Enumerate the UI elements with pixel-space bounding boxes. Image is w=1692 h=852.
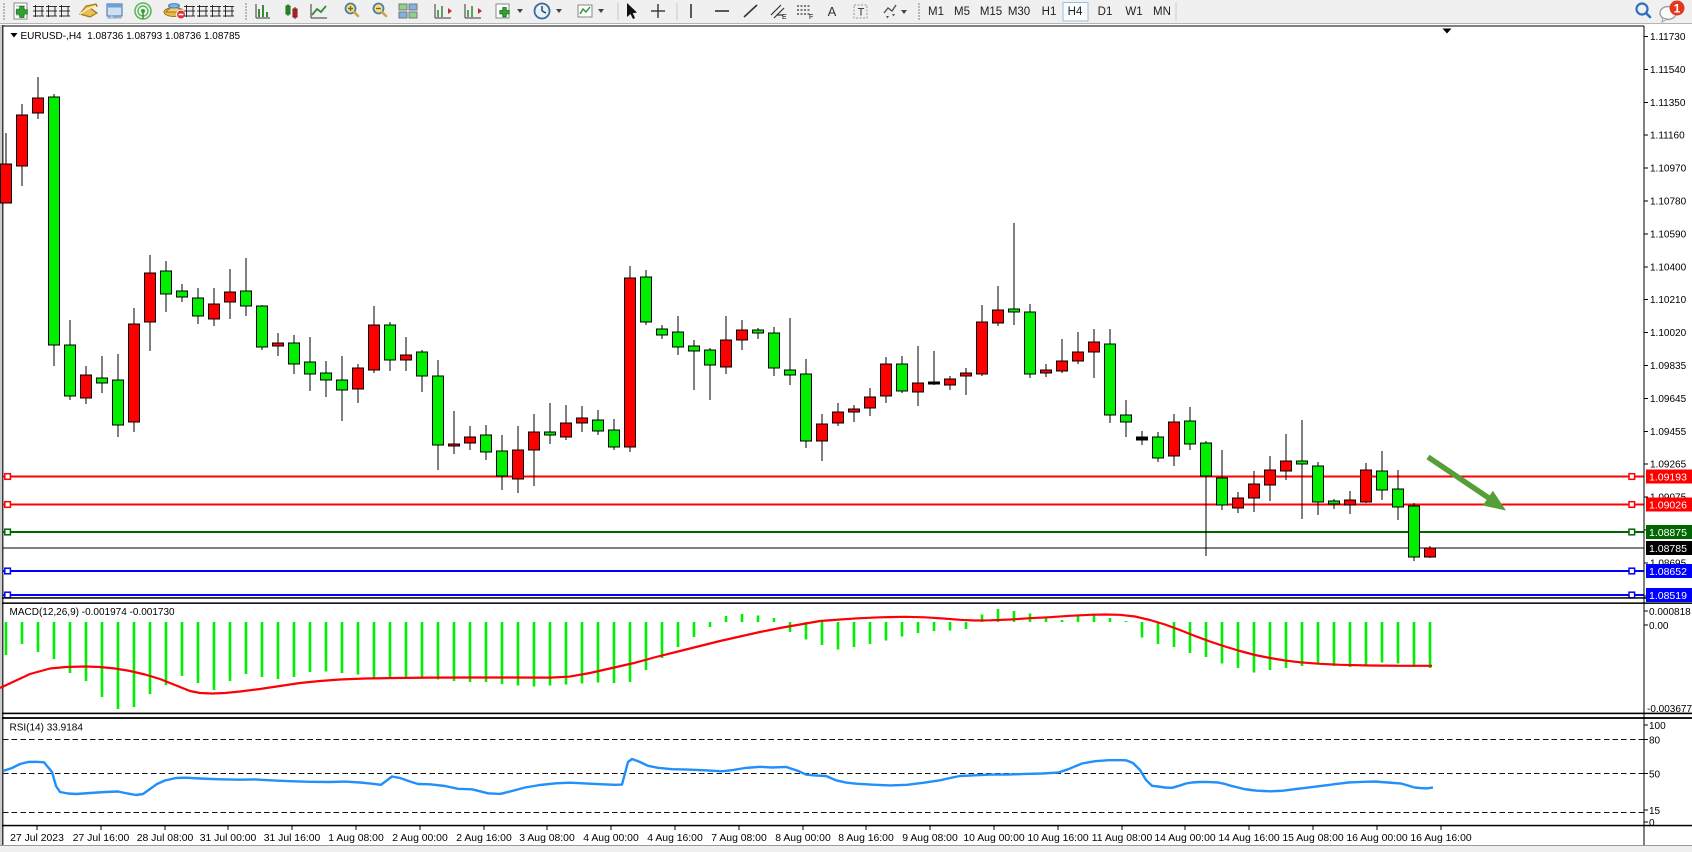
svg-text:8 Aug 00:00: 8 Aug 00:00 xyxy=(775,833,831,844)
svg-text:M1: M1 xyxy=(928,6,944,18)
svg-text:1.09835: 1.09835 xyxy=(1650,361,1687,372)
svg-text:27 Jul 2023: 27 Jul 2023 xyxy=(10,833,64,844)
svg-text:11 Aug 08:00: 11 Aug 08:00 xyxy=(1092,833,1153,844)
svg-text:16 Aug 16:00: 16 Aug 16:00 xyxy=(1410,833,1471,844)
svg-text:E: E xyxy=(782,14,787,21)
svg-text:31 Jul 00:00: 31 Jul 00:00 xyxy=(200,833,257,844)
svg-text:1.10780: 1.10780 xyxy=(1650,197,1687,208)
svg-text:1.08695: 1.08695 xyxy=(1650,558,1687,569)
svg-text:W1: W1 xyxy=(1125,6,1142,18)
svg-text:2 Aug 00:00: 2 Aug 00:00 xyxy=(392,833,448,844)
svg-text:1.08519: 1.08519 xyxy=(1649,590,1687,602)
svg-text:4 Aug 00:00: 4 Aug 00:00 xyxy=(583,833,639,844)
svg-text:1.08652: 1.08652 xyxy=(1649,566,1687,578)
svg-text:1.11350: 1.11350 xyxy=(1650,98,1686,109)
svg-text:3 Aug 08:00: 3 Aug 08:00 xyxy=(519,833,575,844)
svg-text:M30: M30 xyxy=(1008,6,1030,18)
svg-text:MN: MN xyxy=(1153,6,1171,18)
svg-text:4 Aug 16:00: 4 Aug 16:00 xyxy=(647,833,703,844)
svg-text:1.10210: 1.10210 xyxy=(1650,295,1687,306)
svg-text:1.10970: 1.10970 xyxy=(1650,164,1687,175)
svg-text:T: T xyxy=(858,7,865,19)
svg-text:1.08785: 1.08785 xyxy=(1649,543,1687,555)
svg-text:1.10400: 1.10400 xyxy=(1650,262,1687,273)
svg-text:16 Aug 00:00: 16 Aug 00:00 xyxy=(1346,833,1407,844)
svg-text:A: A xyxy=(828,4,837,19)
svg-text:H4: H4 xyxy=(1068,6,1083,18)
svg-text:MACD(12,26,9) -0.001974 -0.001: MACD(12,26,9) -0.001974 -0.001730 xyxy=(10,607,176,618)
svg-text:1.09645: 1.09645 xyxy=(1650,394,1687,405)
svg-text:31 Jul 16:00: 31 Jul 16:00 xyxy=(264,833,321,844)
svg-text:1.11160: 1.11160 xyxy=(1650,131,1685,142)
svg-text:1.11540: 1.11540 xyxy=(1650,65,1686,76)
svg-text:1.09265: 1.09265 xyxy=(1650,460,1687,471)
svg-text:2 Aug 16:00: 2 Aug 16:00 xyxy=(456,833,512,844)
svg-text:100: 100 xyxy=(1649,721,1666,732)
svg-text:F: F xyxy=(809,14,813,21)
svg-text:-0.003677: -0.003677 xyxy=(1647,704,1692,715)
svg-text:0: 0 xyxy=(1649,818,1655,829)
svg-text:1: 1 xyxy=(1674,2,1681,16)
svg-text:10 Aug 00:00: 10 Aug 00:00 xyxy=(963,833,1024,844)
svg-text:15 Aug 08:00: 15 Aug 08:00 xyxy=(1282,833,1343,844)
svg-text:1.09026: 1.09026 xyxy=(1649,499,1687,511)
svg-text:1.08875: 1.08875 xyxy=(1649,527,1687,539)
svg-text:9 Aug 08:00: 9 Aug 08:00 xyxy=(902,833,958,844)
svg-text:1.10020: 1.10020 xyxy=(1650,328,1687,339)
svg-text:27 Jul 16:00: 27 Jul 16:00 xyxy=(73,833,130,844)
svg-text:15: 15 xyxy=(1649,806,1661,817)
svg-text:0.00: 0.00 xyxy=(1649,621,1669,632)
svg-text:80: 80 xyxy=(1649,736,1661,747)
svg-text:7 Aug 08:00: 7 Aug 08:00 xyxy=(711,833,767,844)
svg-text:14 Aug 00:00: 14 Aug 00:00 xyxy=(1154,833,1215,844)
svg-text:M15: M15 xyxy=(980,6,1002,18)
svg-text:RSI(14) 33.9184: RSI(14) 33.9184 xyxy=(10,723,84,734)
svg-text:50: 50 xyxy=(1649,770,1661,781)
svg-text:14 Aug 16:00: 14 Aug 16:00 xyxy=(1218,833,1279,844)
svg-text:M5: M5 xyxy=(954,6,970,18)
svg-text:1.09193: 1.09193 xyxy=(1649,471,1687,483)
svg-text:0.000818: 0.000818 xyxy=(1649,607,1691,618)
svg-text:1.09455: 1.09455 xyxy=(1650,427,1687,438)
svg-text:1.11730: 1.11730 xyxy=(1650,32,1686,43)
svg-text:EURUSD-,H4 1.08736 1.08793 1.: EURUSD-,H4 1.08736 1.08793 1.08736 1.087… xyxy=(21,31,241,42)
svg-text:D1: D1 xyxy=(1098,6,1113,18)
svg-text:1 Aug 08:00: 1 Aug 08:00 xyxy=(328,833,384,844)
svg-text:H1: H1 xyxy=(1042,6,1057,18)
svg-text:1.10590: 1.10590 xyxy=(1650,229,1687,240)
svg-text:8 Aug 16:00: 8 Aug 16:00 xyxy=(838,833,894,844)
svg-text:10 Aug 16:00: 10 Aug 16:00 xyxy=(1027,833,1088,844)
svg-text:28 Jul 08:00: 28 Jul 08:00 xyxy=(137,833,194,844)
